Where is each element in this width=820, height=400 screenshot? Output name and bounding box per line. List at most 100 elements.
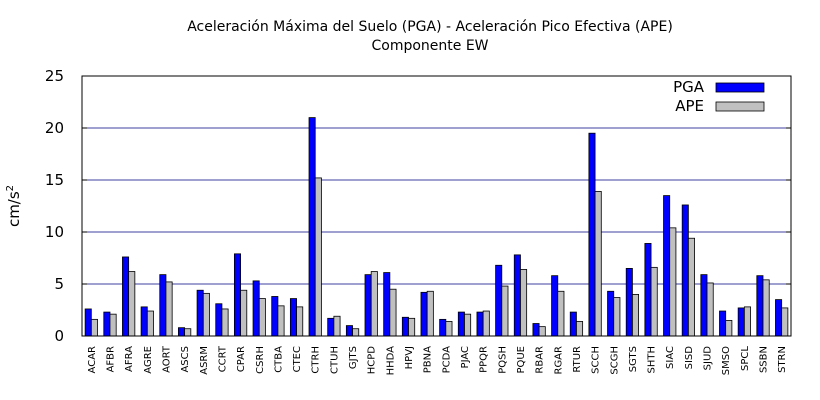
- bar-pga-shth: [644, 243, 652, 337]
- bar-pga-hhda: [383, 272, 391, 337]
- bar-pga-rtur: [569, 311, 577, 337]
- x-tick-label: PQUE: [516, 346, 527, 374]
- bar-ape-acar: [90, 318, 98, 337]
- bar-ape-hpvj: [408, 317, 416, 337]
- bar-pga-hpvj: [401, 316, 409, 337]
- bar-ape-afbr: [109, 313, 117, 337]
- x-tick-label: SCCH: [591, 346, 602, 374]
- bar-pga-ctec: [289, 298, 297, 337]
- bar-pga-ctba: [271, 296, 279, 337]
- bar-pga-agre: [140, 306, 148, 337]
- bar-ape-sgts: [632, 293, 640, 337]
- bar-pga-sisd: [681, 204, 689, 337]
- bar-ape-scch: [594, 191, 602, 337]
- x-tick-label: SMSO: [721, 346, 732, 375]
- x-tick-label: STRN: [777, 346, 788, 373]
- bar-ape-hhda: [389, 288, 397, 337]
- y-tick-label: 25: [45, 67, 64, 85]
- bar-pga-gjts: [345, 325, 353, 337]
- bar-pga-pjac: [457, 311, 465, 337]
- bar-ape-pjac: [464, 313, 472, 337]
- bar-pga-sgts: [625, 267, 633, 337]
- bar-pga-pcda: [439, 318, 447, 337]
- bar-pga-siac: [663, 195, 671, 337]
- x-tick-label: SIAC: [665, 346, 676, 369]
- plot-frame: [81, 75, 792, 337]
- legend-swatch-pga: [715, 82, 765, 93]
- bar-pga-ssbn: [756, 275, 764, 337]
- bar-ape-agre: [146, 310, 154, 337]
- bar-pga-rbar: [532, 323, 540, 337]
- x-tick-label: RBAR: [535, 346, 546, 374]
- bar-ape-shth: [650, 266, 658, 337]
- legend-label-ape: APE: [675, 97, 704, 115]
- bar-pga-pque: [513, 254, 521, 337]
- bar-pga-ctuh: [327, 317, 335, 337]
- bar-pga-csrh: [252, 280, 260, 337]
- x-tick-label: AFRA: [124, 346, 135, 372]
- bar-pga-ascs: [178, 327, 186, 337]
- chart-title: Aceleración Máxima del Suelo (PGA) - Ace…: [187, 19, 673, 35]
- bar-ape-ctec: [296, 306, 304, 337]
- x-tick-label: PCDA: [441, 346, 452, 374]
- bar-ape-sisd: [687, 237, 695, 337]
- x-tick-label: SJUD: [703, 346, 714, 371]
- bar-ape-cpar: [240, 289, 248, 337]
- bar-pga-pqsh: [495, 264, 503, 337]
- bar-pga-aort: [159, 274, 167, 337]
- bar-ape-ctrh: [314, 177, 322, 337]
- bar-ape-ssbn: [762, 279, 770, 337]
- bar-ape-rtur: [576, 321, 584, 337]
- x-tick-label: ASRM: [199, 346, 210, 375]
- legend-label-pga: PGA: [673, 78, 705, 96]
- bar-pga-ccrt: [215, 303, 223, 337]
- bar-ape-sjud: [706, 282, 714, 337]
- bar-ape-rbar: [538, 326, 546, 337]
- x-tick-label: HHDA: [385, 346, 396, 376]
- x-tick-label: RGAR: [553, 346, 564, 375]
- x-tick-label: GJTS: [348, 346, 359, 369]
- bar-ape-afra: [128, 271, 136, 337]
- bar-ape-gjts: [352, 328, 360, 337]
- bar-ape-smso: [725, 319, 733, 337]
- x-tick-label: PJAC: [460, 346, 471, 368]
- bar-ape-pqsh: [501, 285, 509, 337]
- bar-ape-pbna: [426, 290, 434, 337]
- y-axis-label-exponent: 2: [5, 185, 16, 191]
- bar-ape-ppqr: [482, 310, 490, 337]
- x-tick-label: CPAR: [236, 346, 247, 372]
- x-tick-label: CCRT: [217, 345, 228, 372]
- x-tick-label: CTBA: [273, 346, 284, 373]
- x-tick-label: HCPD: [367, 346, 378, 375]
- x-tick-label: CTEC: [292, 346, 303, 372]
- y-tick-label: 10: [45, 223, 64, 241]
- x-tick-label: AORT: [161, 345, 172, 373]
- x-tick-label: SSBN: [759, 346, 770, 373]
- bar-ape-strn: [781, 307, 789, 337]
- bar-pga-scch: [588, 132, 596, 337]
- x-tick-label: CTRH: [311, 346, 322, 374]
- bar-pga-rgar: [551, 275, 559, 337]
- bar-ape-ccrt: [221, 308, 229, 337]
- bar-ape-hcpd: [370, 271, 378, 337]
- x-tick-label: ACAR: [87, 346, 98, 373]
- bar-pga-cpar: [233, 253, 241, 337]
- x-tick-label: ASCS: [180, 346, 191, 373]
- bar-pga-asrm: [196, 289, 204, 337]
- bar-pga-ppqr: [476, 311, 484, 337]
- x-tick-label: RTUR: [572, 346, 583, 373]
- bar-pga-hcpd: [364, 274, 372, 337]
- x-tick-label: SCGH: [609, 346, 620, 375]
- x-tick-label: PPQR: [479, 346, 490, 373]
- bar-ape-ascs: [184, 328, 192, 337]
- bar-ape-pcda: [445, 321, 453, 337]
- bar-pga-strn: [775, 299, 783, 337]
- bar-ape-scgh: [613, 297, 621, 337]
- y-tick-label: 15: [45, 171, 64, 189]
- x-tick-label: SGTS: [628, 346, 639, 372]
- x-tick-label: SPCL: [740, 346, 751, 371]
- chart-subtitle: Componente EW: [371, 38, 488, 54]
- y-tick-label: 20: [45, 119, 64, 137]
- bar-ape-ctuh: [333, 315, 341, 337]
